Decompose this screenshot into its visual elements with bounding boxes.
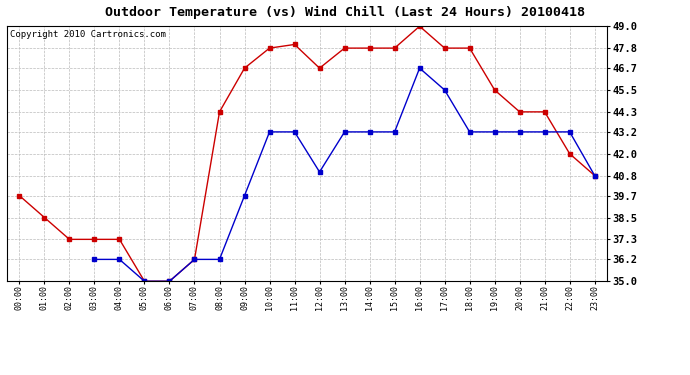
Text: Copyright 2010 Cartronics.com: Copyright 2010 Cartronics.com [10,30,166,39]
Text: Outdoor Temperature (vs) Wind Chill (Last 24 Hours) 20100418: Outdoor Temperature (vs) Wind Chill (Las… [105,6,585,19]
